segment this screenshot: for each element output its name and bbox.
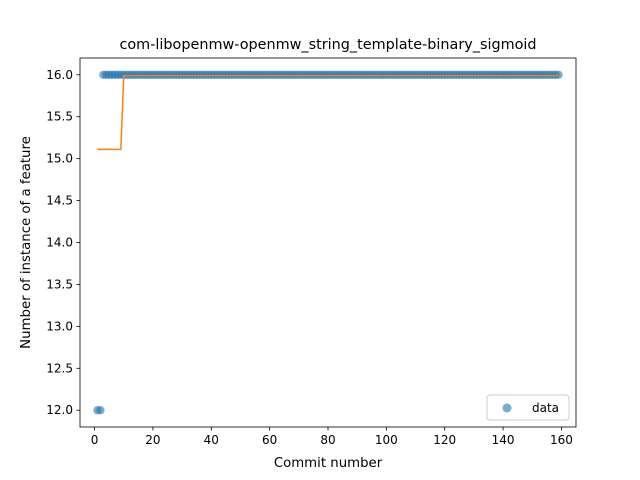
y-tick-label: 14.5 xyxy=(46,194,73,208)
y-tick-label: 13.0 xyxy=(46,319,73,333)
y-axis-label: Number of instance of a feature xyxy=(19,136,34,349)
y-tick-label: 15.5 xyxy=(46,110,73,124)
y-tick-label: 12.5 xyxy=(46,361,73,375)
x-axis-label: Commit number xyxy=(274,456,383,471)
x-tick-label: 40 xyxy=(204,433,219,447)
data-point xyxy=(96,406,105,415)
legend-entry-data: data xyxy=(532,401,559,415)
legend-marker xyxy=(502,403,512,413)
data-point xyxy=(554,70,563,79)
marks xyxy=(93,70,563,415)
plot-frame xyxy=(79,57,577,428)
y-tick-label: 14.0 xyxy=(46,236,73,250)
x-tick-label: 20 xyxy=(145,433,160,447)
legend: data xyxy=(486,394,570,421)
y-tick-label: 12.0 xyxy=(46,403,73,417)
x-tick-label: 0 xyxy=(91,433,99,447)
ticks: 0 20 40 60 80 100 120 140 160 12.0 12.5 13.0 13.5 14.… xyxy=(46,68,573,447)
legend-box xyxy=(486,394,570,421)
x-tick-label: 100 xyxy=(375,433,398,447)
x-tick-label: 160 xyxy=(550,433,573,447)
y-tick-label: 16.0 xyxy=(46,68,73,82)
fit-line xyxy=(97,74,559,151)
x-tick-label: 140 xyxy=(492,433,515,447)
y-tick-label: 15.0 xyxy=(46,152,73,166)
x-tick-label: 60 xyxy=(262,433,277,447)
chart-title: com-libopenmw-openmw_string_template-bin… xyxy=(119,37,536,53)
y-tick-label: 13.5 xyxy=(46,277,73,291)
x-tick-label: 80 xyxy=(320,433,335,447)
x-tick-label: 120 xyxy=(433,433,456,447)
